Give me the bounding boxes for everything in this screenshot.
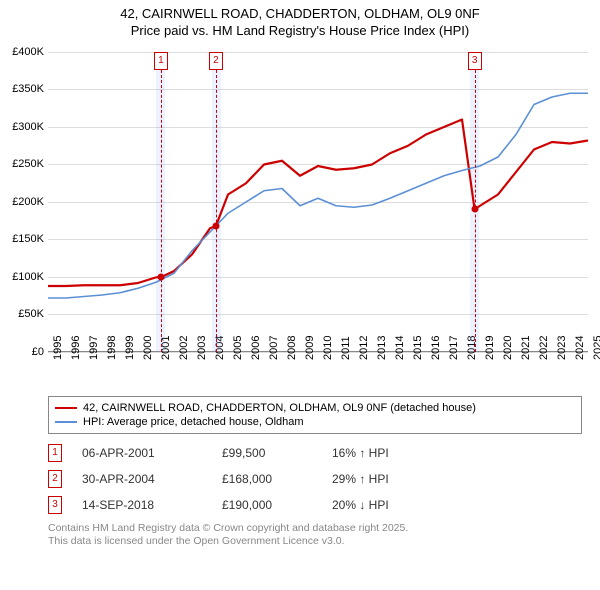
y-tick-label: £400K xyxy=(0,46,44,58)
legend-item: HPI: Average price, detached house, Oldh… xyxy=(55,415,575,429)
legend-item: 42, CAIRNWELL ROAD, CHADDERTON, OLDHAM, … xyxy=(55,401,575,415)
marker-vline xyxy=(161,70,162,352)
legend-label: HPI: Average price, detached house, Oldh… xyxy=(83,416,304,428)
marker-label: 3 xyxy=(468,52,482,70)
marker-dot xyxy=(212,222,219,229)
sales-row: 2 30-APR-2004 £168,000 29% ↑ HPI xyxy=(48,466,582,492)
sales-marker: 1 xyxy=(48,444,62,462)
sales-table: 1 06-APR-2001 £99,500 16% ↑ HPI 2 30-APR-2004… xyxy=(48,440,582,518)
sales-row: 3 14-SEP-2018 £190,000 20% ↓ HPI xyxy=(48,492,582,518)
chart-title: 42, CAIRNWELL ROAD, CHADDERTON, OLDHAM, … xyxy=(0,0,600,42)
sales-price: £190,000 xyxy=(222,498,312,512)
sales-date: 14-SEP-2018 xyxy=(82,498,202,512)
sales-price: £168,000 xyxy=(222,472,312,486)
y-tick-label: £100K xyxy=(0,271,44,283)
footnote-line-2: This data is licensed under the Open Gov… xyxy=(48,535,582,549)
y-tick-label: £250K xyxy=(0,158,44,170)
marker-dot xyxy=(157,273,164,280)
legend-swatch xyxy=(55,421,77,423)
legend-swatch xyxy=(55,407,77,409)
legend: 42, CAIRNWELL ROAD, CHADDERTON, OLDHAM, … xyxy=(48,396,582,434)
marker-dot xyxy=(471,206,478,213)
marker-label: 1 xyxy=(154,52,168,70)
y-tick-label: £200K xyxy=(0,196,44,208)
footnote-line-1: Contains HM Land Registry data © Crown c… xyxy=(48,522,582,536)
y-tick-label: £50K xyxy=(0,308,44,320)
y-tick-label: £350K xyxy=(0,83,44,95)
title-line-2: Price paid vs. HM Land Registry's House … xyxy=(0,23,600,40)
sales-date: 30-APR-2004 xyxy=(82,472,202,486)
chart-lines xyxy=(48,52,588,352)
legend-label: 42, CAIRNWELL ROAD, CHADDERTON, OLDHAM, … xyxy=(83,402,476,414)
chart-area: 1 2 3 £0 £50K £100K £150K £200K £250K £300K £350K… xyxy=(0,42,600,392)
sales-date: 06-APR-2001 xyxy=(82,446,202,460)
plot-region: 1 2 3 xyxy=(48,52,588,352)
sales-row: 1 06-APR-2001 £99,500 16% ↑ HPI xyxy=(48,440,582,466)
y-tick-label: £300K xyxy=(0,121,44,133)
x-tick-label: 2025 xyxy=(592,335,600,359)
y-tick-label: £150K xyxy=(0,233,44,245)
title-line-1: 42, CAIRNWELL ROAD, CHADDERTON, OLDHAM, … xyxy=(0,6,600,23)
series-line xyxy=(48,93,588,298)
footnote: Contains HM Land Registry data © Crown c… xyxy=(48,522,582,549)
sales-marker: 3 xyxy=(48,496,62,514)
sales-delta: 29% ↑ HPI xyxy=(332,472,442,486)
sales-price: £99,500 xyxy=(222,446,312,460)
marker-vline xyxy=(216,70,217,352)
sales-delta: 16% ↑ HPI xyxy=(332,446,442,460)
y-tick-label: £0 xyxy=(0,346,44,358)
marker-label: 2 xyxy=(209,52,223,70)
sales-marker: 2 xyxy=(48,470,62,488)
sales-delta: 20% ↓ HPI xyxy=(332,498,442,512)
